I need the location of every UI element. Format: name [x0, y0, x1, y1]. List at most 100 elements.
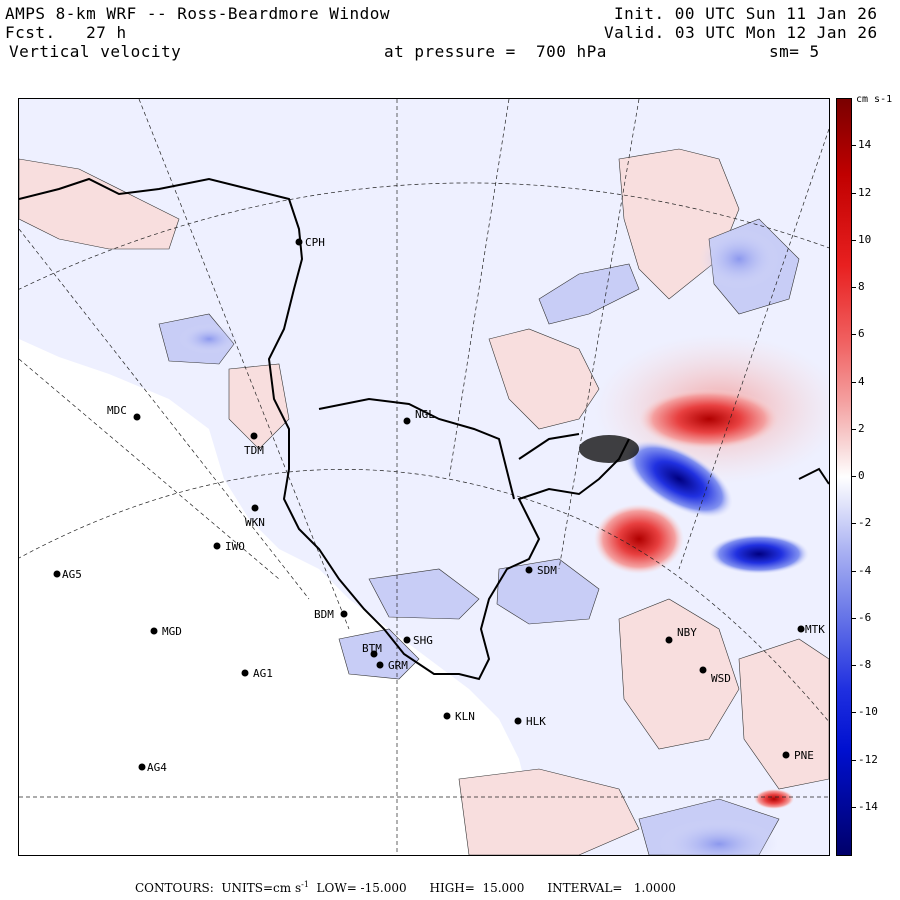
colorbar-tick-label: -12 — [858, 752, 878, 766]
colorbar-tick-mark — [851, 192, 856, 194]
contour-info: CONTOURS: UNITS=cm s-1 LOW= -15.000 HIGH… — [135, 880, 676, 895]
station-label-hlk: HLK — [526, 715, 546, 728]
station-dot-wsd — [699, 666, 707, 674]
colorbar-tick-mark — [851, 712, 856, 714]
dense-contours — [579, 435, 639, 463]
forecast-hour: Fcst. 27 h — [5, 23, 127, 42]
contour-high: HIGH= 15.000 — [429, 881, 525, 895]
descent-core — [625, 440, 733, 518]
station-label-grm: GRM — [388, 659, 408, 672]
ascent-core — [639, 389, 779, 449]
colorbar-tick-mark — [851, 287, 856, 288]
station-label-ag5: AG5 — [62, 568, 82, 581]
descent-core-east — [709, 534, 809, 574]
station-dot-ngl — [403, 417, 411, 425]
station-dot-pne — [782, 751, 790, 759]
contour-units: CONTOURS: UNITS=cm s — [135, 881, 302, 895]
station-dot-ag5 — [53, 570, 61, 578]
colorbar-tick-mark — [851, 523, 856, 525]
station-label-bdm: BDM — [314, 608, 334, 621]
station-label-btm: BTM — [362, 642, 382, 655]
station-dot-mdc — [133, 413, 141, 421]
station-label-ngl: NGL — [415, 408, 435, 421]
station-dot-shg — [403, 636, 411, 644]
station-label-wsd: WSD — [711, 672, 731, 685]
graticule — [19, 99, 829, 855]
field-name: Vertical velocity — [9, 42, 182, 61]
station-label-sdm: SDM — [537, 564, 557, 577]
init-time: Init. 00 UTC Sun 11 Jan 26 — [614, 4, 878, 23]
station-dot-nby — [665, 636, 673, 644]
colorbar-tick-mark — [851, 665, 856, 666]
colorbar-tick-label: 0 — [858, 469, 865, 482]
station-dot-bdm — [340, 610, 348, 618]
station-label-kln: KLN — [455, 710, 475, 723]
station-label-wkn: WKN — [245, 516, 265, 529]
station-label-ag1: AG1 — [253, 667, 273, 680]
colorbar-tick-label: 10 — [858, 232, 872, 246]
colorbar-tick-label: -6 — [858, 610, 872, 624]
contour-units-exp: -1 — [301, 880, 309, 889]
station-label-cph: CPH — [305, 236, 325, 249]
station-dot-tdm — [250, 432, 258, 440]
station-label-nby: NBY — [677, 626, 697, 639]
ascent-south — [754, 789, 794, 809]
descent-west — [179, 324, 239, 354]
valid-time: Valid. 03 UTC Mon 12 Jan 26 — [604, 23, 878, 42]
coastline — [19, 177, 829, 681]
station-dot-ag4 — [138, 763, 146, 771]
colorbar — [836, 98, 852, 856]
pressure-level: at pressure = 700 hPa — [384, 42, 607, 61]
colorbar-tick-mark — [851, 617, 856, 619]
ascent-core-south — [594, 504, 684, 574]
colorbar-tick-label: 14 — [858, 138, 872, 152]
station-label-shg: SHG — [413, 634, 433, 647]
station-dot-kln — [443, 712, 451, 720]
station-dot-sdm — [525, 566, 533, 574]
station-label-iwo: IWO — [225, 540, 245, 553]
colorbar-tick-mark — [851, 570, 856, 572]
station-dot-mtk — [797, 625, 805, 633]
colorbar-tick-mark — [851, 759, 856, 761]
colorbar-units: cm s-1 — [856, 94, 893, 105]
colorbar-tick-mark — [851, 806, 856, 808]
colorbar-tick-mark — [851, 476, 856, 477]
descent-north — [699, 229, 779, 289]
colorbar-tick-label: 4 — [858, 374, 865, 388]
colorbar-tick-mark — [851, 428, 856, 430]
smoothing-label: sm= 5 — [769, 42, 820, 61]
station-dot-hlk — [514, 717, 522, 725]
vertical-velocity-map: CPH MDC NGL TDM WKN IWO AG5 SDM BDM MGD SHG BTM GRM A… — [18, 98, 830, 856]
station-dot-btm — [370, 650, 378, 658]
station-dot-wkn — [251, 504, 259, 512]
station-dot-iwo — [213, 542, 221, 550]
station-label-mdc: MDC — [107, 404, 127, 417]
colorbar-tick-label: 6 — [858, 327, 865, 341]
station-dot-grm — [376, 661, 384, 669]
colorbar-tick-label: 8 — [858, 280, 865, 293]
weak-ascent-areas — [19, 148, 829, 855]
station-label-mgd: MGD — [162, 625, 182, 638]
colorbar-tick-label: -14 — [858, 799, 878, 813]
colorbar-tick-label: -4 — [858, 563, 872, 577]
colorbar-tick-mark — [851, 239, 856, 241]
colorbar-tick-label: -10 — [858, 705, 878, 719]
colorbar-tick-label: 2 — [858, 421, 865, 435]
descent-south — [659, 819, 779, 855]
colorbar-tick-mark — [851, 145, 856, 147]
colorbar-tick-mark — [851, 334, 856, 336]
colorbar-tick-mark — [851, 381, 856, 383]
contour-interval: INTERVAL= 1.0000 — [547, 881, 676, 895]
station-dot-mgd — [150, 627, 158, 635]
colorbar-tick-label: -2 — [858, 516, 872, 530]
contour-low: LOW= -15.000 — [316, 881, 407, 895]
station-label-pne: PNE — [794, 749, 814, 762]
colorbar-tick-label: 12 — [858, 185, 872, 199]
station-dot-cph — [295, 238, 303, 246]
map-title: AMPS 8-km WRF -- Ross-Beardmore Window — [5, 4, 391, 23]
station-dot-ag1 — [241, 669, 249, 677]
station-label-tdm: TDM — [244, 444, 264, 457]
station-label-ag4: AG4 — [147, 761, 167, 774]
